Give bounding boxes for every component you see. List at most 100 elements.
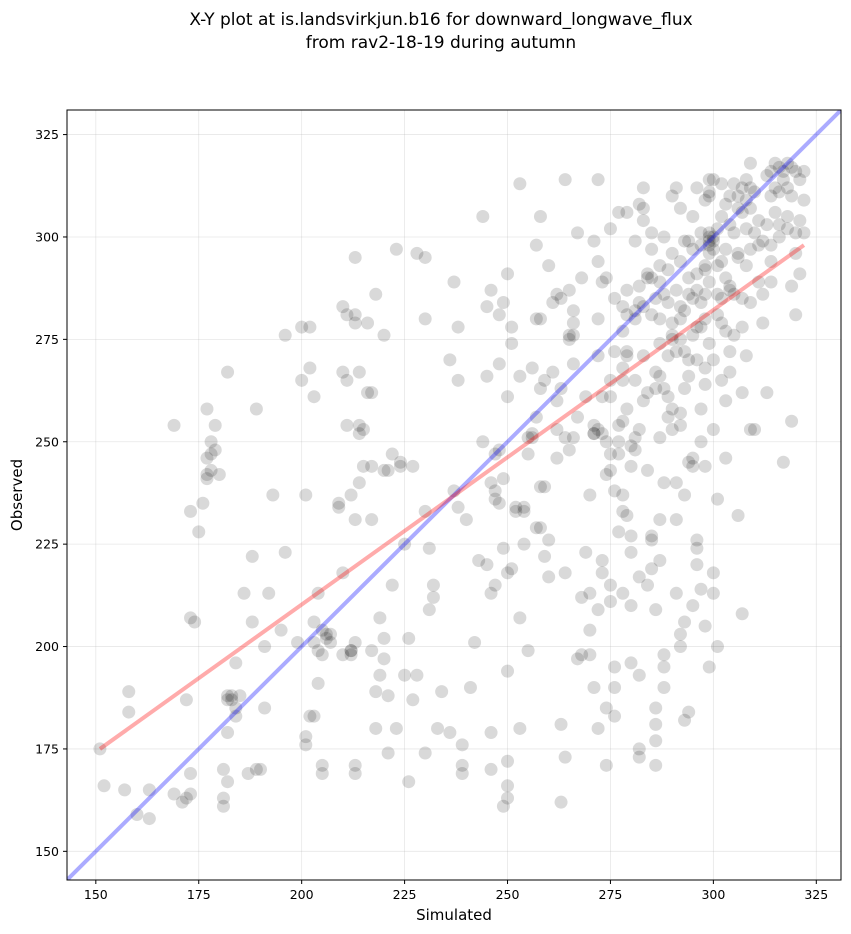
data-point [97, 779, 111, 793]
data-point [344, 644, 358, 658]
data-point [739, 259, 753, 273]
data-point [575, 648, 589, 662]
x-tick-label: 225 [393, 887, 417, 902]
data-point [389, 721, 403, 735]
y-tick-label: 300 [35, 229, 59, 244]
data-point [764, 189, 778, 203]
data-point [245, 549, 259, 563]
data-point [673, 312, 687, 326]
data-point [566, 304, 580, 318]
data-point [727, 177, 741, 191]
data-point [682, 705, 696, 719]
data-point [649, 717, 663, 731]
data-point [237, 586, 251, 600]
data-point [669, 513, 683, 527]
data-point [571, 410, 585, 424]
data-point [760, 386, 774, 400]
data-point [645, 529, 659, 543]
data-point [550, 394, 564, 408]
gridlines [67, 110, 841, 880]
data-point [715, 255, 729, 269]
data-point [393, 459, 407, 473]
x-tick-label: 150 [84, 887, 108, 902]
data-point [690, 541, 704, 555]
data-point [418, 504, 432, 518]
data-point [501, 267, 515, 281]
data-point [175, 795, 189, 809]
data-point [122, 685, 136, 699]
data-point [665, 422, 679, 436]
data-point [682, 234, 696, 248]
data-point [323, 635, 337, 649]
data-point [525, 427, 539, 441]
data-point [768, 181, 782, 195]
data-point [377, 652, 391, 666]
data-point [768, 156, 782, 170]
data-point [636, 349, 650, 363]
data-point [599, 468, 613, 482]
data-point [451, 373, 465, 387]
data-point [451, 500, 465, 514]
data-point [344, 648, 358, 662]
data-point [365, 459, 379, 473]
data-point [435, 685, 449, 699]
data-point [653, 336, 667, 350]
data-point [686, 599, 700, 613]
data-point [208, 443, 222, 457]
data-point [620, 345, 634, 359]
data-point [785, 279, 799, 293]
data-point [624, 459, 638, 473]
data-point [657, 382, 671, 396]
data-point [501, 390, 515, 404]
data-point [723, 189, 737, 203]
data-point [612, 525, 626, 539]
data-point [612, 435, 626, 449]
data-point [702, 238, 716, 252]
data-point [698, 377, 712, 391]
data-point [715, 209, 729, 223]
data-point [402, 631, 416, 645]
data-point [702, 230, 716, 244]
data-point [501, 791, 515, 805]
data-point [760, 169, 774, 183]
data-point [665, 402, 679, 416]
data-point [307, 635, 321, 649]
data-point [620, 349, 634, 363]
chart-title-line-2: from rav2-18-19 during autumn [306, 33, 576, 53]
data-point [682, 287, 696, 301]
data-point [690, 267, 704, 281]
data-point [381, 463, 395, 477]
data-point [184, 611, 198, 625]
data-point [735, 607, 749, 621]
data-point [673, 406, 687, 420]
data-point [715, 316, 729, 330]
data-point [249, 402, 263, 416]
data-point [706, 566, 720, 580]
data-point [501, 566, 515, 580]
data-point [603, 463, 617, 477]
data-point [785, 414, 799, 428]
data-point [690, 558, 704, 572]
data-point [661, 296, 675, 309]
data-point [739, 173, 753, 187]
data-point [653, 312, 667, 326]
data-point [649, 758, 663, 772]
data-point [221, 689, 235, 703]
data-point [698, 459, 712, 473]
data-point [348, 316, 362, 330]
data-point [591, 312, 605, 326]
data-point [682, 271, 696, 285]
y-tick-label: 325 [35, 127, 59, 142]
data-point [340, 308, 354, 322]
data-point [673, 627, 687, 641]
data-point [624, 656, 638, 670]
data-point [785, 160, 799, 174]
data-point [628, 431, 642, 445]
data-point [562, 283, 576, 297]
data-point [208, 418, 222, 432]
data-point [661, 390, 675, 404]
data-point [706, 422, 720, 436]
data-point [706, 242, 720, 256]
data-point [583, 648, 597, 662]
data-point [529, 238, 543, 252]
